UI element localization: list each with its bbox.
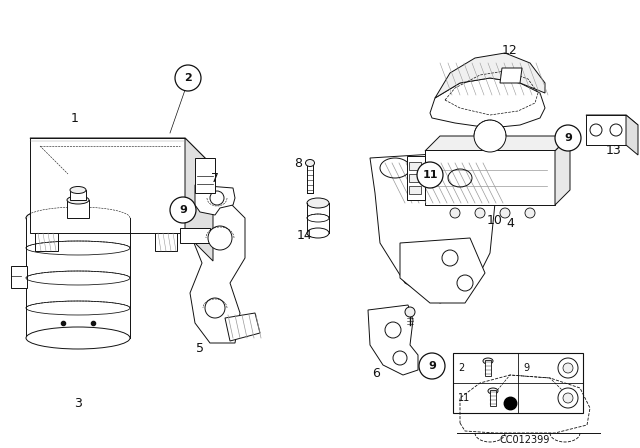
Circle shape <box>475 208 485 218</box>
Ellipse shape <box>307 198 329 208</box>
Text: 9: 9 <box>179 205 187 215</box>
Circle shape <box>457 275 473 291</box>
Circle shape <box>417 162 443 188</box>
Text: 9: 9 <box>523 363 529 373</box>
Polygon shape <box>400 238 485 303</box>
Polygon shape <box>555 136 570 205</box>
Polygon shape <box>407 156 425 200</box>
Bar <box>11 266 27 288</box>
Circle shape <box>500 208 510 218</box>
Polygon shape <box>225 313 260 341</box>
Ellipse shape <box>488 388 498 394</box>
Polygon shape <box>430 78 545 128</box>
Ellipse shape <box>474 120 506 152</box>
Text: CC012399: CC012399 <box>500 435 550 445</box>
Circle shape <box>558 358 578 378</box>
Ellipse shape <box>67 196 89 204</box>
Polygon shape <box>155 233 177 251</box>
Circle shape <box>208 226 232 250</box>
Circle shape <box>610 124 622 136</box>
Polygon shape <box>180 228 210 243</box>
Polygon shape <box>185 138 213 261</box>
Bar <box>307 163 313 193</box>
Text: 2: 2 <box>458 363 464 373</box>
Text: 3: 3 <box>74 396 82 409</box>
Text: 10: 10 <box>487 214 503 227</box>
Text: 9: 9 <box>428 361 436 371</box>
Polygon shape <box>195 185 235 215</box>
Text: 11: 11 <box>422 170 438 180</box>
Polygon shape <box>190 203 245 343</box>
Circle shape <box>419 353 445 379</box>
Circle shape <box>558 388 578 408</box>
Text: 6: 6 <box>372 366 380 379</box>
Circle shape <box>405 307 415 317</box>
Ellipse shape <box>26 327 130 349</box>
Polygon shape <box>30 138 185 233</box>
Text: 7: 7 <box>211 172 219 185</box>
Bar <box>453 353 583 413</box>
Text: 11: 11 <box>458 393 470 403</box>
Circle shape <box>590 124 602 136</box>
Bar <box>26 218 130 338</box>
Text: 14: 14 <box>297 228 313 241</box>
Bar <box>195 158 215 193</box>
Circle shape <box>563 363 573 373</box>
Bar <box>490 390 496 406</box>
Polygon shape <box>30 138 213 166</box>
Bar <box>409 186 421 194</box>
Circle shape <box>525 208 535 218</box>
Ellipse shape <box>483 358 493 364</box>
Bar <box>485 360 491 376</box>
Polygon shape <box>500 68 522 83</box>
Bar <box>425 150 555 205</box>
Ellipse shape <box>305 159 314 167</box>
Text: 1: 1 <box>71 112 79 125</box>
Polygon shape <box>370 153 495 303</box>
Ellipse shape <box>307 228 329 238</box>
Text: 9: 9 <box>564 133 572 143</box>
Text: 12: 12 <box>502 43 518 56</box>
Circle shape <box>175 65 201 91</box>
Bar <box>409 162 421 170</box>
Text: 4: 4 <box>506 216 514 229</box>
Circle shape <box>205 298 225 318</box>
Polygon shape <box>368 305 418 375</box>
Text: 2: 2 <box>184 73 192 83</box>
Bar <box>70 190 86 200</box>
Bar <box>586 115 626 145</box>
Polygon shape <box>435 53 545 98</box>
Circle shape <box>563 393 573 403</box>
Polygon shape <box>626 115 638 155</box>
Text: 8: 8 <box>294 156 302 169</box>
Ellipse shape <box>70 186 86 194</box>
Bar <box>307 203 329 233</box>
Ellipse shape <box>26 207 130 229</box>
Circle shape <box>385 322 401 338</box>
Polygon shape <box>35 233 58 251</box>
Circle shape <box>442 250 458 266</box>
Circle shape <box>393 351 407 365</box>
Polygon shape <box>586 115 638 125</box>
Circle shape <box>555 125 581 151</box>
Circle shape <box>170 197 196 223</box>
Polygon shape <box>425 136 570 151</box>
Bar <box>409 174 421 182</box>
Text: 13: 13 <box>606 143 622 156</box>
Text: 5: 5 <box>196 341 204 354</box>
Bar <box>67 200 89 218</box>
Circle shape <box>450 208 460 218</box>
Circle shape <box>210 191 224 205</box>
